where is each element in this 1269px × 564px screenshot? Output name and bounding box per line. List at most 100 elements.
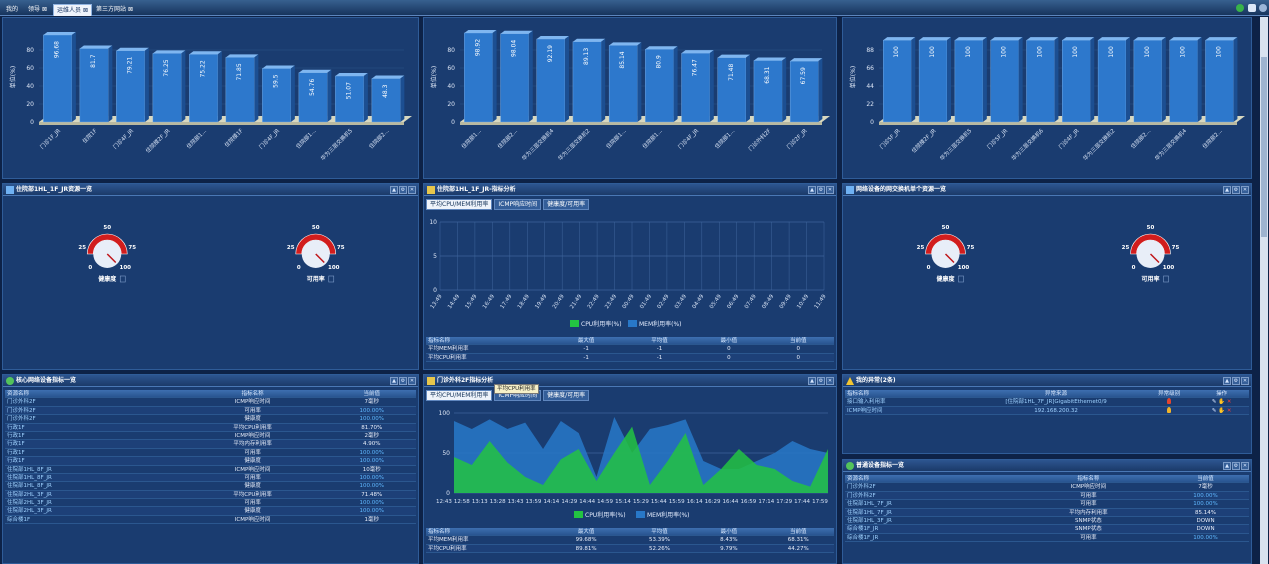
subtab-0[interactable]: 平均CPU/MEM利用率 — [426, 199, 493, 210]
bar[interactable] — [536, 36, 569, 123]
bar[interactable] — [79, 45, 113, 123]
bar[interactable] — [717, 54, 750, 123]
subtab-0[interactable]: 平均CPU/MEM利用率 — [426, 390, 493, 401]
info-icon[interactable] — [958, 275, 964, 283]
edit-icon[interactable]: ✎ — [1211, 407, 1217, 414]
collapse-button[interactable]: ▲ — [808, 186, 816, 194]
table-row[interactable]: 住院部1HL_3F_JR SNMP状态 DOWN — [845, 517, 1249, 526]
close-button[interactable]: ✕ — [826, 186, 834, 194]
subtab-2[interactable]: 健康度/可用率 — [543, 390, 590, 401]
bar[interactable] — [189, 51, 222, 123]
collapse-button[interactable]: ▲ — [390, 377, 398, 385]
alarm-row[interactable]: 接口输入利用率 [住院部1HL_7F_JR]GigabitEthernet0/9 ✎… — [845, 398, 1249, 407]
bar[interactable] — [298, 69, 332, 123]
table-row[interactable]: 平均MEM利用率 -1 -1 0 0 — [426, 345, 834, 354]
bar[interactable] — [335, 73, 368, 123]
collapse-button[interactable]: ▲ — [1223, 186, 1231, 194]
legend-label[interactable]: MEM利用率(%) — [639, 320, 682, 328]
tab-1[interactable]: 领导 ⊠ — [25, 4, 50, 16]
table-row[interactable]: 平均CPU利用率 -1 -1 0 0 — [426, 353, 834, 363]
table-row[interactable]: 平均MEM利用率 99.68% 53.39% 8.43% 68.31% — [426, 536, 834, 545]
settings-button[interactable]: ⚙ — [1232, 377, 1240, 385]
tab-close-icon[interactable]: ⊠ — [128, 6, 134, 13]
table-row[interactable]: 住院部1HL_8F_JR 可用率 100.00% — [5, 473, 416, 483]
table-row[interactable]: 门诊外科2F 可用率 100.00% — [845, 491, 1249, 501]
table-row[interactable]: 住院部1HL_7F_JR 平均内存利用率 85.14% — [845, 508, 1249, 517]
delete-icon[interactable]: ✕ — [1226, 399, 1232, 406]
close-button[interactable]: ✕ — [408, 377, 416, 385]
subtab-1[interactable]: ICMP响应时间 — [494, 199, 542, 210]
bar[interactable] — [1097, 37, 1131, 123]
table-row[interactable]: 门诊外科2F 可用率 100.00% — [5, 406, 416, 416]
info-icon[interactable] — [119, 275, 126, 283]
close-button[interactable]: ✕ — [1241, 186, 1249, 194]
settings-button[interactable]: ⚙ — [1232, 462, 1240, 470]
bar[interactable] — [918, 37, 952, 123]
bar[interactable] — [371, 75, 405, 123]
table-row[interactable]: 综合楼1F_JR 可用率 100.00% — [845, 534, 1249, 543]
table-header[interactable]: 资源名称 指标名称 当前值 — [845, 475, 1249, 484]
bar[interactable] — [883, 37, 916, 123]
settings-button[interactable]: ⚙ — [1232, 186, 1240, 194]
info-icon[interactable] — [328, 275, 335, 283]
bar[interactable] — [681, 50, 714, 123]
bar[interactable] — [43, 31, 76, 123]
handle-icon[interactable]: ✋ — [1218, 407, 1226, 414]
bar[interactable] — [753, 57, 787, 123]
table-row[interactable]: 平均CPU利用率 89.81% 52.26% 9.79% 44.27% — [426, 544, 834, 554]
legend-label[interactable]: MEM利用率(%) — [647, 511, 690, 519]
table-row[interactable]: 住院部2HL_3F_JR 平均CPU利用率 71.48% — [5, 490, 416, 500]
table-row[interactable]: 门诊外科2F 健康度 100.00% — [5, 415, 416, 424]
bar[interactable] — [464, 29, 497, 123]
gear-icon[interactable] — [1259, 4, 1267, 12]
settings-button[interactable]: ⚙ — [817, 186, 825, 194]
bar[interactable] — [1133, 37, 1166, 123]
close-button[interactable]: ✕ — [1241, 462, 1249, 470]
table-row[interactable]: 行政1F 健康度 100.00% — [5, 457, 416, 466]
table-row[interactable]: 行政1F ICMP响应时间 2毫秒 — [5, 432, 416, 441]
cpu-area[interactable] — [454, 426, 828, 493]
collapse-button[interactable]: ▲ — [390, 186, 398, 194]
bar[interactable] — [1026, 37, 1059, 123]
bar[interactable] — [116, 47, 149, 123]
delete-icon[interactable]: ✕ — [1226, 407, 1232, 414]
table-row[interactable]: 综合楼1F_JR SNMP状态 DOWN — [845, 525, 1249, 534]
table-row[interactable]: 门诊外科2F ICMP响应时间 7毫秒 — [5, 398, 416, 407]
bar[interactable] — [1169, 37, 1202, 123]
bar[interactable] — [645, 46, 678, 123]
bar[interactable] — [262, 65, 295, 123]
table-row[interactable]: 行政1F 平均CPU利用率 81.70% — [5, 423, 416, 432]
table-row[interactable]: 住院部1HL_8F_JR ICMP响应时间 10毫秒 — [5, 466, 416, 474]
table-header[interactable]: 资源名称 指标名称 当前值 — [5, 390, 416, 399]
collapse-button[interactable]: ▲ — [1223, 462, 1231, 470]
tab-2[interactable]: 运维人员 ⊠ — [53, 4, 93, 16]
bar[interactable] — [789, 58, 823, 123]
bar[interactable] — [1062, 37, 1095, 123]
table-row[interactable]: 行政1F 平均内存利用率 4.90% — [5, 440, 416, 449]
bar[interactable] — [572, 38, 606, 123]
bar[interactable] — [500, 30, 533, 123]
subtab-2[interactable]: 健康度/可用率 — [543, 199, 590, 210]
bar[interactable] — [152, 50, 186, 123]
bar[interactable] — [954, 37, 987, 123]
scrollbar[interactable] — [1260, 17, 1268, 564]
window-icon[interactable] — [1248, 4, 1256, 12]
table-row[interactable]: 住院部2HL_3F_JR 健康度 100.00% — [5, 507, 416, 516]
tab-3[interactable]: 第三方网站 ⊠ — [93, 4, 136, 16]
settings-button[interactable]: ⚙ — [399, 186, 407, 194]
table-row[interactable]: 行政1F 可用率 100.00% — [5, 449, 416, 458]
legend-label[interactable]: CPU利用率(%) — [581, 320, 622, 328]
tab-close-icon[interactable]: ⊠ — [42, 6, 48, 13]
settings-button[interactable]: ⚙ — [399, 377, 407, 385]
alarm-row[interactable]: ICMP响应时间 192.168.200.32 ✎ ✋ ✕ — [845, 406, 1249, 416]
collapse-button[interactable]: ▲ — [1223, 377, 1231, 385]
bar[interactable] — [608, 42, 642, 123]
info-icon[interactable] — [1163, 275, 1169, 283]
bar[interactable] — [1205, 37, 1238, 123]
close-button[interactable]: ✕ — [826, 377, 834, 385]
handle-icon[interactable]: ✋ — [1218, 399, 1226, 406]
bar[interactable] — [225, 54, 259, 123]
table-row[interactable]: 住院部1HL_8F_JR 健康度 100.00% — [5, 482, 416, 491]
status-icon[interactable] — [1236, 4, 1244, 12]
tab-close-icon[interactable]: ⊠ — [83, 7, 89, 14]
